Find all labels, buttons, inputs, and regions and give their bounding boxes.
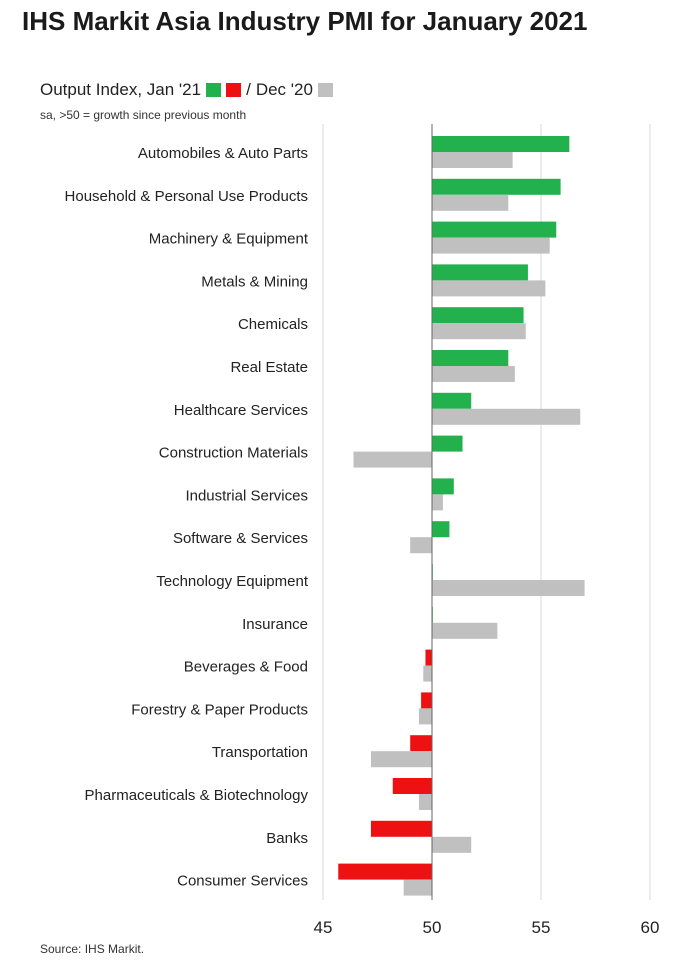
category-label: Technology Equipment bbox=[156, 573, 309, 590]
bar-jan-21 bbox=[338, 863, 432, 880]
bar-dec-20 bbox=[432, 366, 515, 382]
chart-title: IHS Markit Asia Industry PMI for January… bbox=[22, 6, 588, 36]
bar-dec-20 bbox=[353, 451, 432, 468]
bar-jan-21 bbox=[421, 692, 432, 709]
category-label: Chemicals bbox=[238, 316, 308, 333]
category-label: Metals & Mining bbox=[201, 273, 308, 290]
category-label: Healthcare Services bbox=[174, 402, 308, 419]
x-tick-label: 50 bbox=[423, 918, 442, 937]
bar-dec-20 bbox=[432, 237, 550, 254]
bar-dec-20 bbox=[432, 323, 526, 340]
category-label: Transportation bbox=[212, 744, 308, 761]
bar-jan-21 bbox=[425, 649, 432, 666]
category-label: Forestry & Paper Products bbox=[131, 701, 308, 718]
source-note: Source: IHS Markit. bbox=[40, 942, 145, 956]
legend-previous-swatch bbox=[317, 83, 333, 97]
bar-dec-20 bbox=[403, 879, 432, 896]
bar-dec-20 bbox=[410, 537, 432, 554]
category-label: Real Estate bbox=[230, 359, 308, 376]
bar-dec-20 bbox=[432, 836, 472, 853]
category-label: Consumer Services bbox=[177, 873, 308, 890]
category-label: Automobiles & Auto Parts bbox=[138, 145, 308, 162]
x-tick-label: 55 bbox=[532, 918, 551, 937]
bar-jan-21 bbox=[432, 178, 561, 195]
bar-jan-21 bbox=[410, 735, 432, 752]
category-label: Software & Services bbox=[173, 530, 308, 547]
bar-jan-21 bbox=[432, 478, 454, 495]
bar-jan-21 bbox=[370, 820, 432, 837]
category-label: Construction Materials bbox=[159, 445, 308, 462]
category-label: Insurance bbox=[242, 616, 308, 633]
chart-subtitle: sa, >50 = growth since previous month bbox=[40, 108, 247, 122]
x-tick-label: 45 bbox=[314, 918, 333, 937]
bar-jan-21 bbox=[432, 521, 450, 538]
category-label: Pharmaceuticals & Biotechnology bbox=[85, 787, 309, 804]
bar-jan-21 bbox=[432, 392, 472, 409]
category-label: Machinery & Equipment bbox=[149, 231, 309, 248]
legend-previous-label: Dec '20 bbox=[255, 80, 313, 99]
bar-dec-20 bbox=[418, 708, 432, 725]
bar-dec-20 bbox=[432, 580, 585, 596]
bar-dec-20 bbox=[423, 665, 432, 682]
category-label: Household & Personal Use Products bbox=[65, 188, 308, 205]
bar-jan-21 bbox=[432, 350, 509, 366]
category-label: Banks bbox=[266, 830, 308, 847]
bar-jan-21 bbox=[432, 221, 557, 238]
bar-dec-20 bbox=[432, 152, 513, 168]
bar-dec-20 bbox=[432, 280, 546, 297]
bar-dec-20 bbox=[432, 408, 581, 425]
bar-dec-20 bbox=[432, 494, 443, 511]
bar-dec-20 bbox=[432, 622, 498, 639]
category-label: Industrial Services bbox=[185, 487, 308, 504]
legend: Output Index, Jan '21 / Dec '20 bbox=[40, 80, 333, 100]
x-tick-label: 60 bbox=[641, 918, 660, 937]
legend-growth-swatch bbox=[206, 83, 222, 97]
category-label: Beverages & Food bbox=[184, 659, 308, 676]
bar-jan-21 bbox=[432, 435, 463, 452]
legend-contraction-swatch bbox=[226, 83, 242, 97]
legend-separator: / bbox=[246, 80, 251, 99]
bar-dec-20 bbox=[370, 751, 432, 768]
bar-jan-21 bbox=[432, 136, 570, 152]
bar-jan-21 bbox=[432, 307, 524, 324]
bar-jan-21 bbox=[392, 778, 432, 794]
legend-current-label: Output Index, Jan '21 bbox=[40, 80, 202, 99]
bar-jan-21 bbox=[432, 264, 528, 281]
bar-dec-20 bbox=[432, 194, 509, 211]
bar-dec-20 bbox=[418, 794, 432, 810]
